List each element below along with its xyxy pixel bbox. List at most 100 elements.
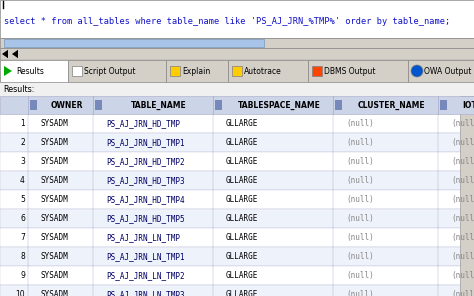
Bar bbox=[460, 96, 474, 296]
Text: SYSADM: SYSADM bbox=[41, 290, 69, 296]
Text: SYSADM: SYSADM bbox=[41, 157, 69, 166]
Text: (null): (null) bbox=[451, 233, 474, 242]
Text: PS_AJ_JRN_LN_TMP: PS_AJ_JRN_LN_TMP bbox=[106, 233, 180, 242]
Text: (null): (null) bbox=[346, 138, 374, 147]
Text: 5: 5 bbox=[20, 195, 25, 204]
Text: (null): (null) bbox=[346, 271, 374, 280]
Text: SYSADM: SYSADM bbox=[41, 176, 69, 185]
Bar bbox=[215, 100, 222, 110]
Bar bbox=[232, 66, 242, 76]
Text: GLLARGE: GLLARGE bbox=[226, 176, 258, 185]
Text: Script Output: Script Output bbox=[84, 67, 136, 75]
Bar bbox=[440, 100, 447, 110]
Text: 7: 7 bbox=[20, 233, 25, 242]
Text: (null): (null) bbox=[346, 252, 374, 261]
Text: PS_AJ_JRN_HD_TMP5: PS_AJ_JRN_HD_TMP5 bbox=[106, 214, 185, 223]
Text: SYSADM: SYSADM bbox=[41, 233, 69, 242]
Bar bbox=[0, 285, 474, 296]
Text: 3: 3 bbox=[20, 157, 25, 166]
Bar bbox=[0, 38, 474, 48]
Bar bbox=[0, 60, 68, 82]
Text: PS_AJ_JRN_LN_TMP1: PS_AJ_JRN_LN_TMP1 bbox=[106, 252, 185, 261]
Text: (null): (null) bbox=[346, 157, 374, 166]
Bar bbox=[0, 82, 474, 96]
Text: SYSADM: SYSADM bbox=[41, 271, 69, 280]
Text: OWA Output: OWA Output bbox=[424, 67, 471, 75]
Text: SYSADM: SYSADM bbox=[41, 119, 69, 128]
Text: GLLARGE: GLLARGE bbox=[226, 290, 258, 296]
Text: Results:: Results: bbox=[3, 84, 35, 94]
Polygon shape bbox=[2, 50, 8, 58]
Text: (null): (null) bbox=[451, 119, 474, 128]
Text: Explain: Explain bbox=[182, 67, 210, 75]
Text: PS_AJ_JRN_HD_TMP3: PS_AJ_JRN_HD_TMP3 bbox=[106, 176, 185, 185]
Text: GLLARGE: GLLARGE bbox=[226, 157, 258, 166]
Text: SYSADM: SYSADM bbox=[41, 138, 69, 147]
Bar bbox=[4, 39, 264, 47]
Text: 2: 2 bbox=[20, 138, 25, 147]
Text: (null): (null) bbox=[346, 119, 374, 128]
Text: (null): (null) bbox=[346, 195, 374, 204]
Text: (null): (null) bbox=[346, 214, 374, 223]
Bar bbox=[166, 60, 228, 82]
Polygon shape bbox=[4, 66, 12, 76]
Text: IOT_NAME: IOT_NAME bbox=[462, 100, 474, 110]
Text: 10: 10 bbox=[15, 290, 25, 296]
Text: GLLARGE: GLLARGE bbox=[226, 138, 258, 147]
Polygon shape bbox=[12, 50, 18, 58]
Text: PS_AJ_JRN_HD_TMP: PS_AJ_JRN_HD_TMP bbox=[106, 119, 180, 128]
Text: SYSADM: SYSADM bbox=[41, 252, 69, 261]
Text: 9: 9 bbox=[20, 271, 25, 280]
Bar bbox=[228, 60, 308, 82]
Bar bbox=[0, 171, 474, 190]
Text: (null): (null) bbox=[451, 176, 474, 185]
Text: (null): (null) bbox=[451, 271, 474, 280]
Bar bbox=[95, 100, 102, 110]
Text: PS_AJ_JRN_LN_TMP3: PS_AJ_JRN_LN_TMP3 bbox=[106, 290, 185, 296]
Bar bbox=[0, 48, 474, 60]
Bar bbox=[0, 247, 474, 266]
Text: (null): (null) bbox=[451, 214, 474, 223]
Bar bbox=[408, 60, 474, 82]
Bar bbox=[72, 66, 82, 76]
Text: (null): (null) bbox=[346, 176, 374, 185]
Text: (null): (null) bbox=[451, 138, 474, 147]
Text: GLLARGE: GLLARGE bbox=[226, 252, 258, 261]
Text: PS_AJ_JRN_HD_TMP2: PS_AJ_JRN_HD_TMP2 bbox=[106, 157, 185, 166]
Text: Autotrace: Autotrace bbox=[244, 67, 282, 75]
Text: CLUSTER_NAME: CLUSTER_NAME bbox=[358, 100, 425, 110]
Text: SYSADM: SYSADM bbox=[41, 214, 69, 223]
Bar bbox=[0, 266, 474, 285]
Bar bbox=[0, 133, 474, 152]
Circle shape bbox=[411, 65, 423, 77]
Text: PS_AJ_JRN_HD_TMP1: PS_AJ_JRN_HD_TMP1 bbox=[106, 138, 185, 147]
Bar bbox=[308, 60, 408, 82]
Bar bbox=[0, 0, 474, 38]
Bar bbox=[0, 60, 474, 82]
Text: OWNER: OWNER bbox=[50, 101, 83, 110]
Bar bbox=[30, 100, 37, 110]
Bar bbox=[0, 190, 474, 209]
Bar bbox=[0, 114, 474, 133]
Text: TABLE_NAME: TABLE_NAME bbox=[131, 100, 187, 110]
Text: TABLESPACE_NAME: TABLESPACE_NAME bbox=[237, 100, 320, 110]
Bar bbox=[170, 66, 180, 76]
Bar bbox=[0, 209, 474, 228]
Text: GLLARGE: GLLARGE bbox=[226, 195, 258, 204]
Text: (null): (null) bbox=[451, 290, 474, 296]
Text: 6: 6 bbox=[20, 214, 25, 223]
Text: DBMS Output: DBMS Output bbox=[324, 67, 375, 75]
Text: GLLARGE: GLLARGE bbox=[226, 271, 258, 280]
Bar bbox=[0, 152, 474, 171]
Text: 4: 4 bbox=[20, 176, 25, 185]
Bar bbox=[335, 100, 342, 110]
Bar bbox=[0, 228, 474, 247]
Text: 1: 1 bbox=[20, 119, 25, 128]
Text: PS_AJ_JRN_LN_TMP2: PS_AJ_JRN_LN_TMP2 bbox=[106, 271, 185, 280]
Text: (null): (null) bbox=[346, 233, 374, 242]
Text: (null): (null) bbox=[451, 157, 474, 166]
Text: 8: 8 bbox=[20, 252, 25, 261]
Text: GLLARGE: GLLARGE bbox=[226, 119, 258, 128]
Bar bbox=[0, 96, 474, 114]
Text: GLLARGE: GLLARGE bbox=[226, 214, 258, 223]
